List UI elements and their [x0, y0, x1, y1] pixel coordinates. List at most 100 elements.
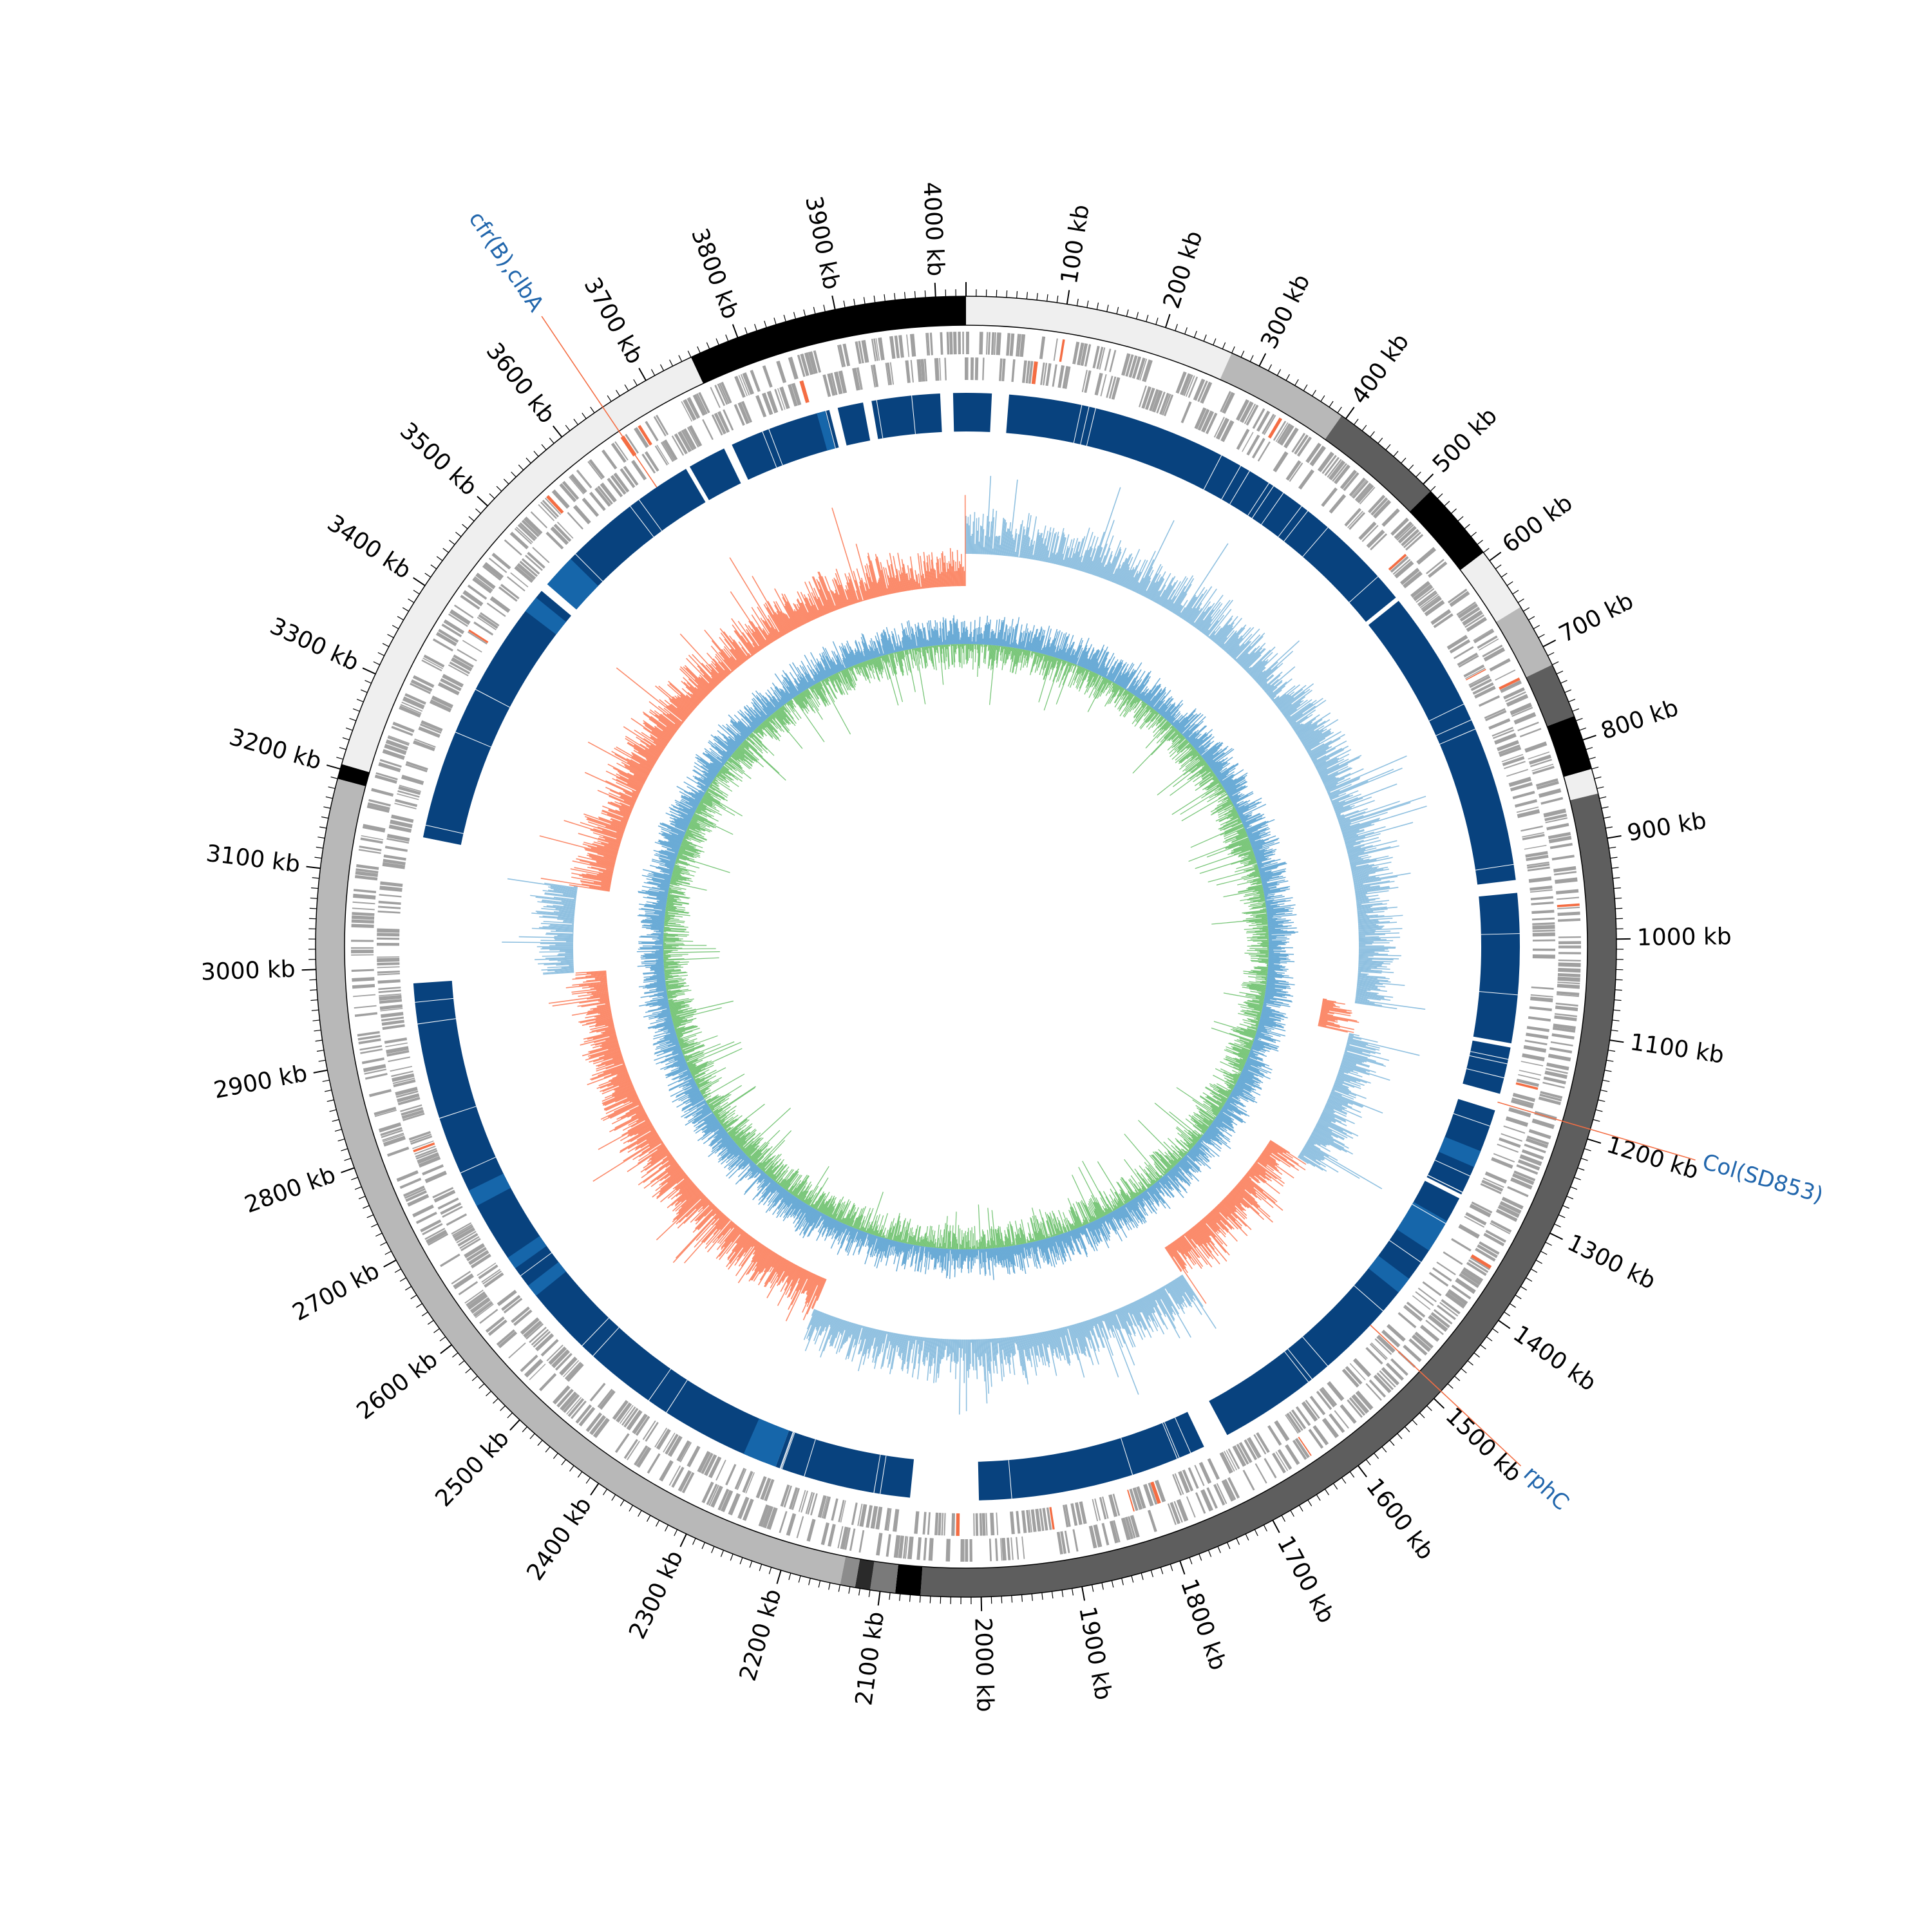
- cds-feature: [831, 1498, 838, 1521]
- cds-feature: [1458, 655, 1479, 668]
- cds-feature: [377, 972, 401, 976]
- cds-feature: [742, 1471, 753, 1493]
- gc-content-bar: [1115, 1309, 1125, 1329]
- cds-feature: [788, 384, 798, 407]
- gc-content-bar: [923, 1337, 928, 1367]
- gc-content-bar: [1171, 1242, 1180, 1253]
- gc-content-bar: [1323, 1109, 1355, 1124]
- gc-content-bar: [1182, 587, 1206, 620]
- gc-content-bar: [1265, 679, 1283, 694]
- gc-content-bar: [1305, 737, 1326, 750]
- gc-content-bar: [1016, 524, 1022, 558]
- cds-feature: [1444, 1292, 1466, 1309]
- gc-content-bar: [1168, 1244, 1188, 1273]
- cds-feature: [720, 1490, 734, 1513]
- gc-content-bar: [1347, 840, 1397, 854]
- cds-feature: [1025, 361, 1030, 384]
- gc-content-bar: [1110, 573, 1114, 582]
- gc-content-bar: [1343, 835, 1359, 840]
- blast-break: [1434, 1159, 1470, 1177]
- cds-feature: [671, 435, 685, 456]
- gc-content-bar: [1303, 1147, 1325, 1161]
- gc-content-bar: [1221, 1200, 1252, 1231]
- gc-content-bar: [1298, 1155, 1316, 1167]
- cds-feature: [1099, 1497, 1107, 1520]
- gc-content-bar: [1323, 1110, 1346, 1122]
- cds-feature: [1516, 1164, 1539, 1175]
- gc-content-bar: [1086, 548, 1096, 574]
- gc-content-bar: [1267, 691, 1274, 697]
- cds-feature: [1507, 1186, 1529, 1197]
- gc-content-bar: [1173, 593, 1188, 614]
- cds-feature: [889, 336, 896, 359]
- cds-feature: [1351, 1394, 1370, 1414]
- cds-feature: [1365, 1383, 1382, 1401]
- gc-content-bar: [1329, 768, 1403, 799]
- gc-content-bar: [1309, 737, 1341, 756]
- cds-feature: [1132, 1487, 1143, 1510]
- gc-content-bar: [1356, 988, 1371, 991]
- cds-feature: [379, 994, 402, 1001]
- gc-content-bar: [1166, 1245, 1207, 1304]
- gc-content-bar: [1181, 1235, 1199, 1258]
- gc-content-bar: [1255, 661, 1278, 683]
- gc-content-bar: [1217, 1204, 1248, 1236]
- gc-content-bar: [1283, 700, 1304, 716]
- cds-feature: [1220, 391, 1231, 412]
- cds-feature: [725, 1464, 737, 1486]
- gc-content-bar: [1179, 543, 1229, 618]
- gc-content-bar: [1191, 622, 1195, 626]
- gc-content-bar: [1144, 573, 1158, 598]
- cds-feature: [1548, 835, 1572, 844]
- cds-feature: [1291, 432, 1306, 453]
- cds-feature: [488, 557, 507, 573]
- gc-content-bar: [1006, 1337, 1011, 1374]
- cds-feature: [1416, 547, 1437, 565]
- gc-content-bar: [1133, 582, 1139, 592]
- gc-content-bar: [1153, 1291, 1180, 1339]
- gc-content-bar: [1325, 1103, 1347, 1114]
- gc-content-bar: [1335, 1079, 1361, 1090]
- cds-feature: [1399, 567, 1420, 585]
- cds-feature: [1466, 1262, 1487, 1276]
- cds-feature: [1194, 407, 1207, 430]
- gc-content-bar: [1332, 793, 1362, 806]
- cds-feature: [975, 1513, 979, 1536]
- cds-feature: [374, 1106, 397, 1116]
- cds-feature: [386, 838, 410, 844]
- cds-feature: [876, 1533, 883, 1556]
- gc-content-bar: [1258, 1156, 1279, 1171]
- gc-content-bar: [1356, 898, 1369, 901]
- gc-content-bar: [994, 536, 996, 555]
- cds-feature: [996, 332, 1001, 355]
- cds-feature: [473, 1302, 493, 1318]
- gc-content-bar: [1323, 777, 1339, 785]
- gc-content-bar: [1358, 954, 1401, 956]
- gc-content-bar: [1043, 1331, 1048, 1348]
- gc-content-bar: [1254, 1162, 1266, 1173]
- gc-content-bar: [1343, 833, 1357, 838]
- gc-content-bar: [1356, 900, 1390, 905]
- gc-content-bar: [989, 1338, 992, 1362]
- cds-feature: [1340, 469, 1358, 489]
- gc-content-bar: [1162, 599, 1168, 607]
- gc-content-bar: [1255, 1162, 1277, 1180]
- gc-content-bar: [1312, 1131, 1345, 1149]
- gc-content-bar: [1145, 1296, 1155, 1313]
- gc-content-bar: [1356, 985, 1378, 989]
- gc-content-bar: [1057, 1328, 1061, 1338]
- gc-content-bar: [1155, 584, 1166, 603]
- cds-feature: [399, 1177, 422, 1189]
- gc-content-bar: [1315, 1126, 1338, 1139]
- gc-content-bar: [1316, 1123, 1332, 1132]
- cds-feature: [692, 393, 706, 416]
- gc-content-bar: [1355, 887, 1399, 894]
- gc-content-bar: [1320, 1010, 1334, 1015]
- cds-feature: [371, 788, 394, 797]
- gc-content-bar: [1198, 1222, 1211, 1236]
- contig-segment: [840, 1556, 860, 1588]
- gc-content-bar: [1164, 1285, 1170, 1294]
- cds-feature: [353, 994, 376, 998]
- cds-feature: [1451, 1284, 1472, 1300]
- cds-feature: [397, 793, 419, 800]
